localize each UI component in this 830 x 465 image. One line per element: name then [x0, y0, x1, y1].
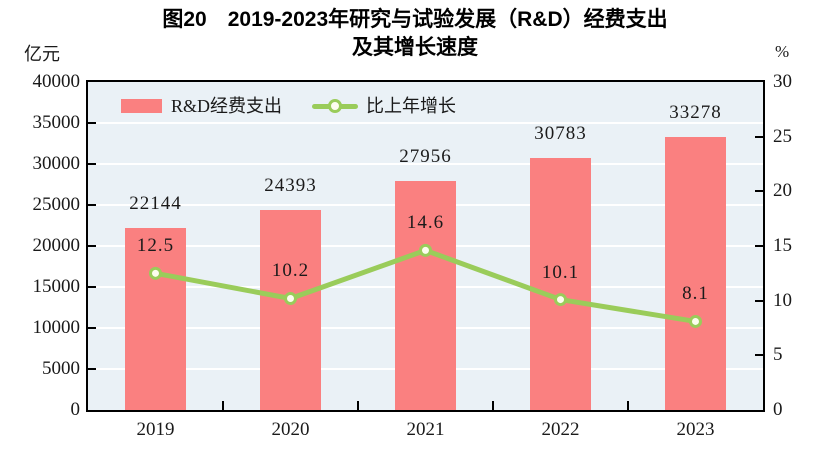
bar-value-label: 33278: [669, 102, 722, 124]
legend-line-label: 比上年增长: [366, 96, 457, 116]
chart-title-line2: 及其增长速度: [352, 36, 478, 59]
growth-value-label: 8.1: [682, 283, 709, 305]
legend-bar-swatch-icon: [121, 99, 162, 113]
left-axis-tick: [88, 163, 96, 165]
x-axis-tick: [627, 401, 629, 410]
growth-line-layer: [149, 243, 702, 328]
left-axis-tick-label: 5000: [42, 358, 80, 379]
right-axis-tick: [755, 190, 763, 193]
bar-2020: [260, 209, 321, 410]
x-axis-category-label: 2022: [541, 419, 580, 440]
bar-value-label: 22144: [129, 193, 182, 215]
chart-title-line1: 图20 2019-2023年研究与试验发展（R&D）经费支出: [162, 8, 668, 31]
plot-area: R&D经费支出 比上年增长 22144 24393 27956 30783 33278 1…: [86, 80, 765, 412]
growth-point-marker: [149, 266, 162, 280]
growth-point-marker: [284, 291, 297, 305]
right-axis-tick-label: 30: [773, 71, 792, 92]
bar-2021: [395, 180, 456, 410]
growth-value-label: 12.5: [136, 235, 175, 257]
right-axis-tick-label: 20: [773, 180, 792, 202]
legend-line-swatch-icon: [312, 99, 359, 113]
left-axis-tick-label: 10000: [32, 317, 81, 338]
right-axis-tick-label: 15: [773, 235, 792, 256]
chart-title: 图20 2019-2023年研究与试验发展（R&D）经费支出 及其增长速度: [0, 6, 830, 62]
left-axis-tick-label: 40000: [32, 71, 81, 92]
right-axis-tick: [755, 354, 763, 357]
left-axis-unit: 亿元: [24, 44, 60, 64]
right-axis-unit: %: [775, 42, 790, 61]
right-axis-tick-label: 5: [773, 344, 783, 366]
left-axis-tick-label: 35000: [32, 112, 81, 133]
growth-point-marker: [689, 314, 702, 328]
x-axis-category-label: 2020: [271, 419, 310, 440]
left-axis-tick-label: 20000: [32, 235, 81, 256]
left-axis-tick: [88, 122, 96, 124]
x-axis-tick: [222, 401, 224, 410]
right-axis-tick-label: 25: [773, 125, 792, 147]
left-axis-tick-label: 0: [70, 399, 81, 420]
left-axis-tick: [88, 204, 96, 206]
bar-2022: [530, 157, 591, 410]
x-axis-category-label: 2019: [136, 419, 175, 440]
growth-value-label: 14.6: [406, 212, 445, 234]
gridline: [88, 163, 763, 165]
right-axis-tick: [755, 299, 763, 302]
left-axis-tick-label: 30000: [32, 153, 81, 174]
growth-point-marker: [419, 243, 432, 257]
chart-area: R&D经费支出 比上年增长 22144 24393 27956 30783 33278 1…: [88, 82, 763, 410]
x-axis-category-label: 2021: [406, 419, 445, 440]
legend-bar-label: R&D经费支出: [171, 96, 283, 116]
left-axis-tick-label: 15000: [32, 276, 81, 297]
gridline: [88, 122, 763, 124]
left-axis-tick: [88, 368, 96, 370]
bar-value-label: 24393: [264, 174, 317, 196]
x-axis-tick: [492, 401, 494, 410]
growth-point-marker: [554, 293, 567, 307]
bar-2019: [125, 228, 186, 410]
right-axis-tick-label: 0: [773, 399, 783, 420]
legend: R&D经费支出 比上年增长: [121, 95, 456, 117]
left-axis-tick-label: 25000: [32, 194, 81, 215]
growth-value-label: 10.1: [541, 261, 580, 283]
bar-2023: [665, 137, 726, 410]
left-axis-tick: [88, 245, 96, 247]
bar-value-label: 30783: [534, 122, 587, 144]
x-axis-category-label: 2023: [676, 419, 715, 440]
left-axis-tick: [88, 327, 96, 329]
right-axis-tick: [755, 245, 763, 247]
growth-value-label: 10.2: [271, 260, 310, 282]
legend-line-marker-icon: [328, 99, 343, 113]
right-axis-tick: [755, 135, 763, 138]
bar-value-label: 27956: [399, 145, 452, 167]
right-axis-tick-label: 10: [773, 289, 792, 311]
growth-line: [155, 247, 696, 324]
x-axis-tick: [357, 401, 359, 410]
left-axis-tick: [88, 286, 96, 288]
